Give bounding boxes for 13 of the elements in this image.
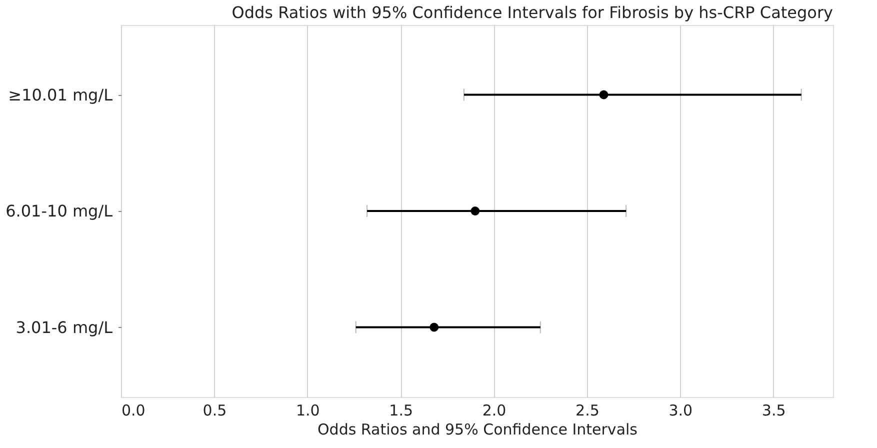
x-tick-label: 0.5 — [202, 402, 227, 420]
y-tick-label: 6.01-10 mg/L — [6, 202, 113, 220]
x-tick-label: 1.0 — [296, 402, 320, 420]
x-tick-label: 0.0 — [122, 402, 146, 420]
x-tick-label: 1.5 — [389, 402, 414, 420]
x-tick-label: 3.0 — [668, 402, 693, 420]
chart-title: Odds Ratios with 95% Confidence Intervals for Fibrosis by hs-CRP Category — [232, 3, 833, 22]
y-tick-label: 3.01-6 mg/L — [16, 318, 113, 337]
x-tick-label: 2.5 — [576, 402, 600, 420]
x-axis-title: Odds Ratios and 95% Confidence Intervals — [318, 420, 638, 438]
x-tick-label: 3.5 — [762, 402, 786, 420]
y-tick-label: ≥10.01 mg/L — [8, 85, 113, 104]
x-tick-label: 2.0 — [482, 402, 506, 420]
